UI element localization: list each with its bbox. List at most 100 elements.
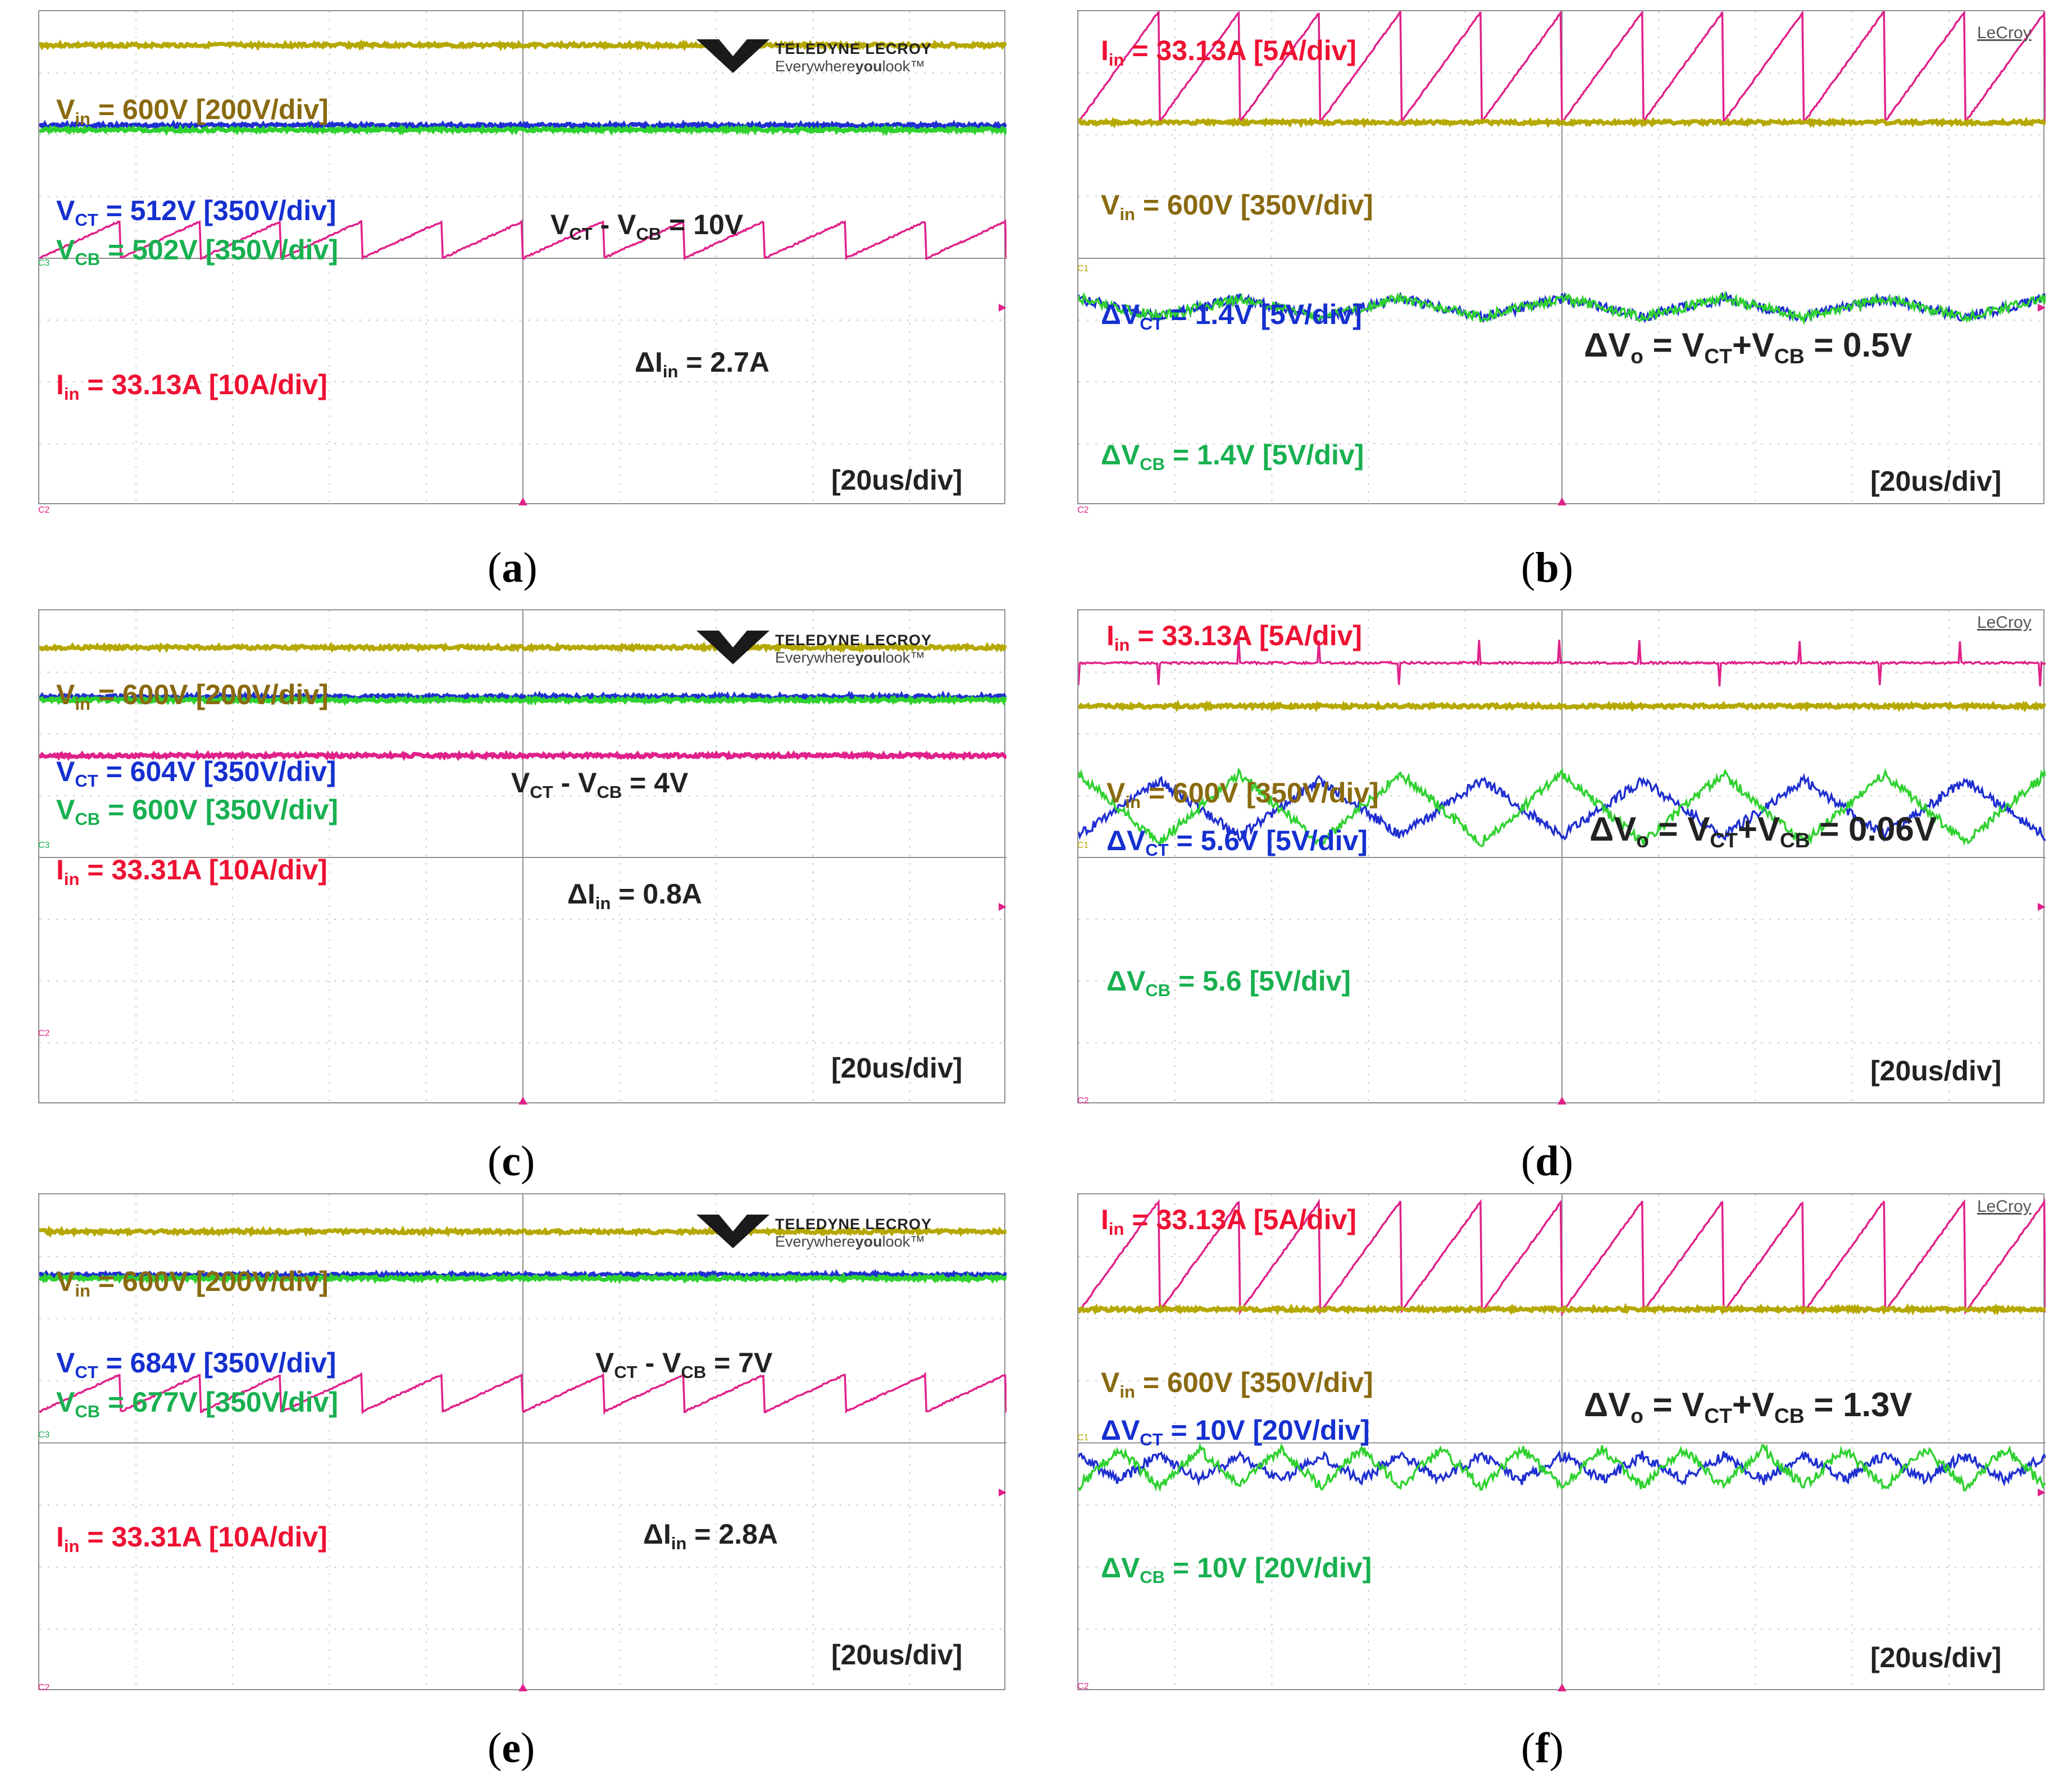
scope-screen-f: LeCroy Iin = 33.13A [5A/div] Vin = 600V … — [1077, 1193, 2046, 1691]
label-dvcb-d: ΔVCB = 5.6 [5V/div] — [1106, 965, 1351, 1000]
label-iin-a: Iin = 33.13A [10A/div] — [56, 369, 327, 404]
caption-f: (f) — [1521, 1724, 1564, 1772]
level-marker — [2038, 1489, 2046, 1496]
level-marker — [999, 304, 1007, 312]
label-iin-c: Iin = 33.31A [10A/div] — [56, 854, 327, 889]
label-diff-e: VCT - VCB = 7V — [595, 1347, 773, 1382]
label-vin-c: Vin = 600V [200V/div] — [56, 679, 329, 714]
timebase-d: [20us/div] — [1870, 1055, 2002, 1087]
label-dvct-f: ΔVCT = 10V [20V/div] — [1101, 1414, 1370, 1449]
series-line-ΔV_CB — [1078, 290, 2046, 326]
lecroy-mark-f: LeCroy — [1977, 1197, 2032, 1216]
grid — [1078, 610, 2046, 1105]
channel-marker-c2-d: C2 — [1077, 1096, 1089, 1106]
series-line-I_in — [39, 1371, 1007, 1416]
label-iin-b: Iin = 33.13A [5A/div] — [1101, 35, 1357, 70]
logo-tagline-2: you — [855, 58, 882, 75]
label-dvo-f: ΔVo = VCT+VCB = 1.3V — [1584, 1386, 1912, 1427]
label-vin-e: Vin = 600V [200V/div] — [56, 1266, 329, 1301]
series-line-V_in — [39, 39, 1007, 52]
teledyne-logo: TELEDYNE LECROY Everywhereyoulook™ — [696, 39, 932, 75]
timebase-b: [20us/div] — [1870, 466, 2002, 497]
panel-a: TELEDYNE LECROY Everywhereyoulook™ Vin =… — [38, 10, 1007, 600]
level-marker — [2038, 903, 2046, 911]
teledyne-logo-icon — [696, 39, 769, 73]
trigger-marker — [518, 498, 527, 505]
scope-screen-e: TELEDYNE LECROY Everywhereyoulook™ Vin =… — [38, 1193, 1007, 1692]
label-dvct-d: ΔVCT = 5.6V [5V/div] — [1106, 825, 1368, 860]
logo-brand-text: TELEDYNE LECROY — [775, 1216, 932, 1233]
label-dvct-b: ΔVCT = 1.4V [5V/div] — [1101, 299, 1362, 334]
series-line-I_in — [39, 749, 1007, 761]
scope-screen-d: LeCroy Iin = 33.13A [5A/div] Vin = 600V … — [1077, 609, 2046, 1106]
logo-brand-text: TELEDYNE LECROY — [775, 632, 932, 649]
series-line-V_in — [1078, 699, 2046, 713]
series-line-V_in — [1078, 1303, 2046, 1316]
scope-screen-c: TELEDYNE LECROY Everywhereyoulook™ Vin =… — [38, 609, 1007, 1105]
label-dvo-b: ΔVo = VCT+VCB = 0.5V — [1584, 326, 1912, 368]
label-iin-e: Iin = 33.31A [10A/div] — [56, 1521, 327, 1556]
waveform-plot-c — [39, 610, 1007, 1105]
label-vin-b: Vin = 600V [350V/div] — [1101, 189, 1373, 224]
waveform-plot-b — [1078, 11, 2046, 505]
label-delta-a: ΔIin = 2.7A — [635, 346, 770, 381]
label-iin-d: Iin = 33.13A [5A/div] — [1106, 620, 1363, 655]
series-line-ΔV_CT — [1078, 1449, 2046, 1487]
level-marker — [999, 903, 1007, 911]
label-dvo-d: ΔVo = VCT+VCB = 0.06V — [1590, 810, 1937, 852]
label-dvcb-f: ΔVCB = 10V [20V/div] — [1101, 1552, 1372, 1587]
channel-marker-c2-a: C2 — [38, 505, 50, 515]
label-iin-f: Iin = 33.13A [5A/div] — [1101, 1204, 1357, 1239]
caption-a: (a) — [488, 544, 538, 591]
timebase-f: [20us/div] — [1870, 1642, 2002, 1673]
trigger-marker — [1558, 1683, 1566, 1691]
label-diff-a: VCT - VCB = 10V — [550, 209, 744, 244]
caption-e: (e) — [488, 1724, 535, 1772]
waveform-plot-d — [1078, 610, 2046, 1105]
timebase-e: [20us/div] — [831, 1639, 963, 1671]
label-vct-e: VCT = 684V [350V/div] — [56, 1347, 336, 1382]
grid — [39, 610, 1007, 1105]
series-line-ΔV_CT — [1078, 773, 2046, 842]
channel-marker-c1-b: C1 — [1077, 264, 1089, 273]
trigger-marker — [1558, 1097, 1566, 1105]
caption-b: (b) — [1521, 544, 1573, 591]
channel-marker-c3-e: C3 — [38, 1430, 50, 1440]
series-line-V_CB — [39, 1271, 1007, 1285]
channel-marker-c2-c: C2 — [38, 1029, 50, 1038]
label-vcb-e: VCB = 677V [350V/div] — [56, 1386, 338, 1421]
level-marker — [999, 1489, 1007, 1496]
logo-brand-text: TELEDYNE LECROY — [775, 40, 932, 57]
channel-marker-c2-f: C2 — [1077, 1682, 1089, 1691]
series-line-I_in — [1078, 1198, 2046, 1317]
timebase-a: [20us/div] — [831, 464, 963, 496]
lecroy-mark-d: LeCroy — [1977, 613, 2032, 632]
channel-marker-c3-a: C3 — [38, 258, 50, 268]
label-vin-a: Vin = 600V [200V/div] — [56, 94, 329, 129]
trigger-marker — [1558, 498, 1566, 505]
scope-screen-b: LeCroy Iin = 33.13A [5A/div] Vin = 600V … — [1077, 10, 2046, 515]
channel-marker-c1-d: C1 — [1077, 841, 1089, 850]
label-dvcb-b: ΔVCB = 1.4V [5V/div] — [1101, 439, 1364, 474]
panel-b: LeCroy Iin = 33.13A [5A/div] Vin = 600V … — [1077, 10, 2046, 600]
series-line-ΔV_CB — [1078, 1442, 2046, 1493]
label-vin-f: Vin = 600V [350V/div] — [1101, 1367, 1373, 1402]
label-diff-c: VCT - VCB = 4V — [511, 767, 689, 802]
logo-tagline-3: look — [882, 58, 910, 75]
series-line-V_in — [39, 641, 1007, 654]
series-line-I_in — [1078, 640, 2046, 687]
channel-marker-c3-c: C3 — [38, 841, 50, 850]
label-delta-c: ΔIin = 0.8A — [567, 878, 703, 913]
trigger-marker — [518, 1683, 527, 1691]
panel-d: LeCroy Iin = 33.13A [5A/div] Vin = 600V … — [1077, 609, 2046, 1193]
series-line-I_in — [39, 218, 1007, 261]
channel-marker-c2-b: C2 — [1077, 505, 1089, 515]
label-vcb-c: VCB = 600V [350V/div] — [56, 794, 338, 829]
caption-c: (c) — [488, 1138, 535, 1185]
waveform-plot-e — [39, 1194, 1007, 1691]
logo-tagline-1: Everywhere — [775, 58, 855, 75]
logo-tm: ™ — [910, 58, 926, 75]
teledyne-logo-icon — [696, 631, 769, 664]
timebase-c: [20us/div] — [831, 1052, 963, 1084]
panel-f: LeCroy Iin = 33.13A [5A/div] Vin = 600V … — [1077, 1193, 2046, 1775]
